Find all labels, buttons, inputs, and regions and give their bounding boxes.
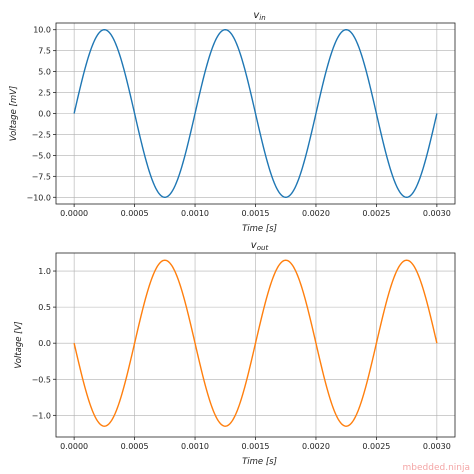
chart-vin: vin 0.0000 0.0005 0.0010 0.0015 0.0020 0.0025… (9, 10, 456, 234)
series-line (73, 259, 438, 427)
y-tick-label: 7.5 (38, 47, 51, 56)
y-tick-label: 2.5 (38, 89, 51, 98)
x-ticks: 0.0000 0.0005 0.0010 0.0015 0.0020 0.0025 0.00… (60, 204, 451, 218)
x-ticks: 0.0000 0.0005 0.0010 0.0015 0.0020 0.0025 0.00… (60, 437, 451, 451)
y-tick-label: 0.0 (38, 110, 51, 119)
x-tick-label: 0.0025 (362, 209, 390, 218)
y-tick-label: 10.0 (33, 26, 51, 35)
chart-title: vout (251, 240, 269, 252)
x-tick-label: 0.0015 (242, 209, 270, 218)
series-line (73, 28, 438, 199)
x-tick-label: 0.0000 (60, 442, 88, 451)
x-tick-label: 0.0000 (60, 209, 88, 218)
y-tick-label: 0.0 (38, 339, 51, 348)
x-tick-label: 0.0010 (181, 209, 209, 218)
chart-vout: vout 0.0000 0.0005 0.0010 0.0015 0.0020 0.002… (14, 240, 456, 467)
series-group (73, 28, 438, 199)
series-group (73, 259, 438, 427)
x-tick-label: 0.0030 (423, 442, 451, 451)
x-tick-label: 0.0020 (302, 209, 330, 218)
y-tick-label: −5.0 (32, 151, 51, 160)
x-tick-label: 0.0015 (242, 442, 270, 451)
y-tick-label: −0.5 (32, 375, 51, 384)
x-axis-label: Time [s] (242, 457, 277, 467)
x-tick-label: 0.0030 (423, 209, 451, 218)
x-tick-label: 0.0010 (181, 442, 209, 451)
y-axis-label: Voltage [mV] (9, 86, 19, 141)
y-axis-label: Voltage [V] (14, 321, 24, 368)
y-tick-label: −10.0 (26, 193, 51, 202)
x-tick-label: 0.0020 (302, 442, 330, 451)
x-tick-label: 0.0025 (362, 442, 390, 451)
y-tick-label: −7.5 (32, 172, 51, 181)
y-tick-label: 5.0 (38, 68, 51, 77)
x-tick-label: 0.0005 (121, 442, 149, 451)
y-tick-label: −1.0 (32, 411, 51, 420)
x-tick-label: 0.0005 (121, 209, 149, 218)
y-tick-label: −2.5 (32, 130, 51, 139)
y-tick-label: 1.0 (38, 267, 51, 276)
y-ticks: −1.0 −0.5 0.0 0.5 1.0 (32, 267, 56, 420)
chart-title: vin (253, 10, 265, 22)
y-tick-label: 0.5 (38, 303, 51, 312)
x-axis-label: Time [s] (242, 224, 277, 234)
watermark: mbedded.ninja (403, 463, 470, 473)
y-ticks: −10.0 −7.5 −5.0 −2.5 0.0 2.5 5.0 7.5 10.0 (26, 26, 56, 202)
